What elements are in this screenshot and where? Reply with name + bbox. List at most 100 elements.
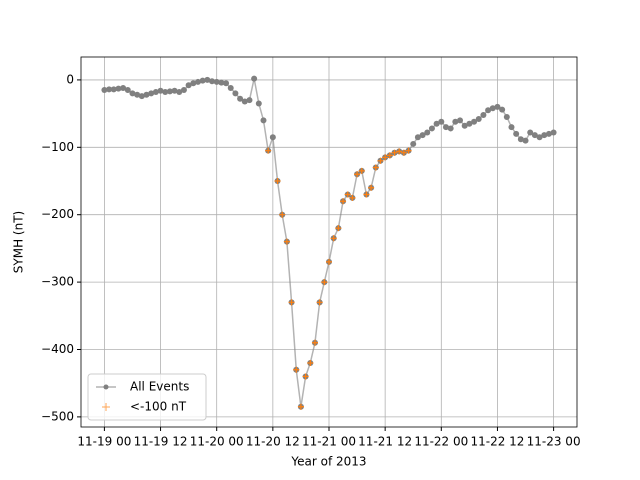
x-axis-label: Year of 2013 [290,455,366,469]
point [106,86,113,93]
point [288,299,295,306]
point [457,117,464,124]
x-tick-label: 11-19 12 [134,435,188,449]
point [466,120,473,127]
point [531,132,538,139]
point [433,120,440,127]
y-tick-label: −300 [41,275,74,289]
point [480,111,487,118]
point [274,178,281,185]
point [382,154,389,161]
point [204,76,211,83]
point [447,125,454,132]
legend-marker [103,384,109,390]
point [522,137,529,144]
point [471,118,478,125]
point [143,91,150,98]
point [302,373,309,380]
point [396,148,403,155]
point [330,235,337,242]
point [283,238,290,245]
point [326,258,332,265]
point [438,118,445,125]
point [513,130,520,137]
point [269,134,276,141]
point [241,98,248,105]
point [166,88,173,95]
point [536,134,543,141]
point [508,124,515,131]
x-tick-label: 11-22 12 [470,435,524,449]
point [541,132,548,139]
point [391,149,398,156]
point [115,85,122,92]
point [213,78,220,85]
point [377,157,384,164]
point [176,89,183,96]
point [185,82,192,89]
point [124,87,131,94]
point [372,164,379,171]
point [307,359,314,366]
point [227,85,234,92]
y-tick-label: −500 [41,409,74,423]
point [461,122,468,129]
point [503,113,510,120]
point [223,80,230,87]
point [260,117,267,124]
point [419,132,426,139]
point [148,90,155,97]
point [485,107,492,114]
point [194,78,201,85]
point [246,97,253,104]
point [499,106,506,113]
point [442,124,449,131]
point [180,87,187,94]
x-tick-label: 11-20 00 [190,435,244,449]
x-tick-label: 11-21 00 [302,435,356,449]
point [162,89,169,96]
point [410,140,417,147]
point [279,211,286,218]
x-tick-label: 11-20 12 [246,435,300,449]
point [265,147,272,154]
point [428,125,435,132]
point [218,79,225,86]
point [311,339,318,346]
point [134,91,141,98]
point [209,78,216,85]
legend-marker [102,403,110,411]
point [237,95,244,102]
point [414,134,421,141]
x-tick-label: 11-22 00 [414,435,468,449]
point [550,129,557,136]
point [400,149,407,156]
point [349,194,356,201]
y-tick-label: −400 [41,342,74,356]
y-tick-label: 0 [66,72,74,86]
point [101,87,108,94]
point [255,100,262,107]
point [157,87,164,94]
point [110,86,117,93]
y-tick-label: −200 [41,207,74,221]
point [475,116,482,123]
point [363,191,370,198]
point [489,105,496,112]
point [171,87,178,94]
point [316,299,323,306]
point [340,198,347,205]
point [405,147,412,154]
point [545,130,552,137]
legend-label: All Events [130,380,189,394]
legend-label: <-100 nT [130,400,187,414]
point [335,225,342,232]
point [232,90,239,97]
point [293,366,300,373]
plot-frame [80,56,578,428]
point [297,403,304,410]
point [494,103,501,110]
point [368,184,375,191]
y-axis-label: SYMH (nT) [12,211,26,273]
